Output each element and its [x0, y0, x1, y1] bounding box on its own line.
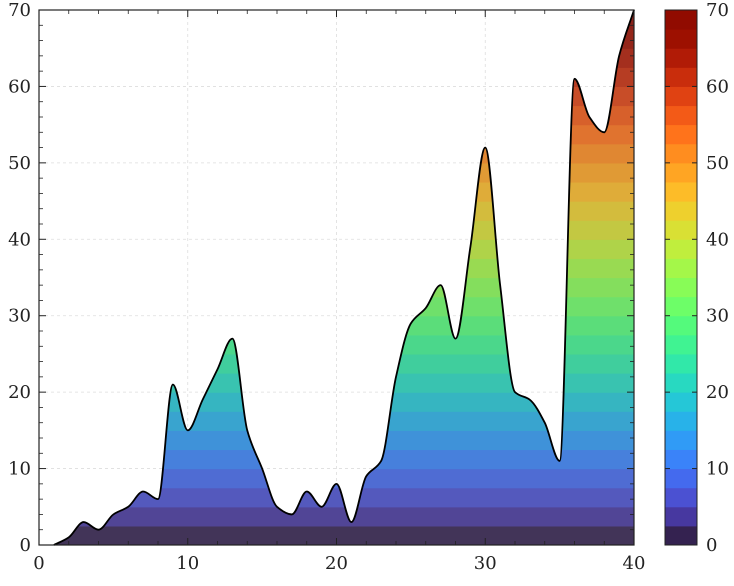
colorbar-band	[665, 430, 697, 450]
fill-band	[53, 525, 634, 545]
colorbar-tick-label: 60	[706, 76, 729, 97]
area-outline	[53, 9, 635, 546]
colorbar-band	[665, 29, 697, 49]
colorbar-band	[665, 373, 697, 393]
colorbar-band	[665, 334, 697, 355]
colorbar-band	[665, 315, 697, 336]
colorbar-band	[665, 449, 697, 470]
colorbar-band	[665, 86, 697, 107]
colorbar-band	[665, 353, 697, 374]
fill-band	[53, 506, 634, 527]
colorbar-frame	[664, 9, 698, 546]
fill-band	[53, 430, 634, 451]
fill-band	[53, 487, 634, 508]
colorbar-band	[665, 296, 697, 317]
colorbar: 0 10 20 30 40 50 60 70	[664, 0, 729, 556]
x-tick-label: 10	[176, 553, 199, 574]
colorbar-band	[665, 525, 697, 546]
colorbar-band	[665, 67, 697, 87]
y-tick-label: 30	[8, 306, 31, 327]
colorbar-tick-label: 10	[706, 459, 729, 480]
colorbar-band	[665, 124, 697, 145]
fill-band	[53, 124, 634, 145]
axis-ticks: 0 10 20 30 40 0 10 20 30 40 50 60 70	[8, 0, 645, 574]
colorbar-tick-label: 40	[706, 229, 729, 250]
colorbar-band	[665, 143, 697, 164]
colorbar-band	[665, 220, 697, 240]
colorbar-tick-label: 20	[706, 382, 729, 403]
y-tick-label: 0	[20, 535, 31, 556]
y-tick-label: 50	[8, 153, 31, 174]
colorbar-band	[665, 48, 697, 68]
colorbar-band	[665, 258, 697, 278]
colorbar-tick-label: 0	[706, 535, 717, 556]
colorbar-tick-label: 50	[706, 153, 729, 174]
colorbar-band	[665, 277, 697, 298]
colorbar-band	[665, 411, 697, 431]
fill-band	[53, 29, 634, 49]
y-tick-label: 70	[8, 0, 31, 21]
fill-band	[53, 334, 634, 355]
colorbar-band	[665, 239, 697, 259]
colorbar-band	[665, 162, 697, 183]
colorbar-band	[665, 487, 697, 508]
colorbar-band	[665, 201, 697, 221]
x-tick-label: 0	[33, 553, 44, 574]
fill-band	[53, 220, 634, 240]
y-tick-label: 40	[8, 229, 31, 250]
y-tick-label: 10	[8, 459, 31, 480]
x-tick-label: 20	[325, 553, 348, 574]
colorbar-band	[665, 506, 697, 527]
x-tick-label: 30	[474, 553, 497, 574]
colorbar-tick-label: 70	[706, 0, 729, 21]
colorbar-band	[665, 105, 697, 126]
colorbar-band	[665, 468, 697, 489]
colorbar-band	[665, 10, 697, 30]
x-tick-label: 40	[623, 553, 646, 574]
colorbar-tick-label: 30	[706, 306, 729, 327]
colorbar-band	[665, 181, 697, 202]
y-tick-label: 60	[8, 76, 31, 97]
y-tick-label: 20	[8, 382, 31, 403]
colorbar-band	[665, 392, 697, 412]
